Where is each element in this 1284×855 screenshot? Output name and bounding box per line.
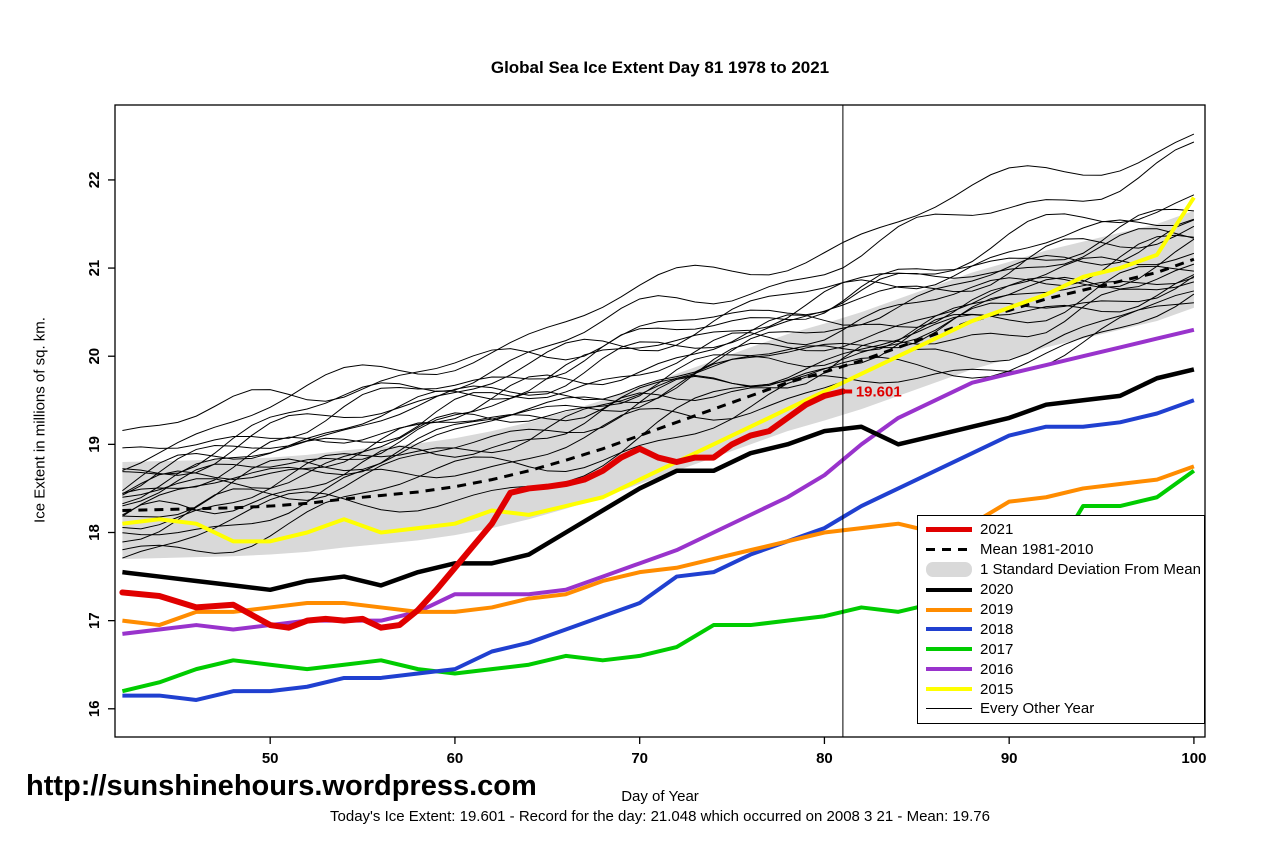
annotation-value: 19.601	[856, 383, 902, 400]
y-tick-label: 20	[86, 348, 103, 365]
y-tick-label: 19	[86, 436, 103, 453]
y-tick-label: 16	[86, 700, 103, 717]
legend-label: 2021	[980, 521, 1014, 539]
legend-swatch-thin	[926, 708, 972, 710]
source-url: http://sunshinehours.wordpress.com	[26, 770, 537, 802]
std-dev-band	[122, 210, 1194, 559]
mean-1981-2010-line	[122, 257, 1195, 512]
every-other-year-line	[122, 141, 1195, 475]
legend-label: 2016	[980, 660, 1014, 678]
legend-item-2020: 2020	[926, 580, 1200, 599]
every-other-year-line	[122, 228, 1195, 432]
every-other-year-line	[122, 274, 1195, 530]
every-other-year-line	[122, 265, 1194, 543]
y-tick-label: 18	[86, 524, 103, 541]
every-other-year-line	[122, 263, 1195, 498]
legend-item-mean-1981-2010: Mean 1981-2010	[926, 540, 1200, 559]
legend-label: Mean 1981-2010	[980, 541, 1094, 559]
legend-swatch-band	[926, 562, 972, 578]
legend-swatch-line	[926, 647, 972, 652]
every-other-year-line	[122, 208, 1194, 449]
y-tick-label: 17	[86, 612, 103, 629]
legend-swatch-line	[926, 627, 972, 632]
legend-swatch-dashed	[926, 548, 972, 552]
every-other-year-line	[122, 290, 1195, 536]
chart-title: Global Sea Ice Extent Day 81 1978 to 202…	[490, 58, 830, 77]
series-2019-line	[122, 464, 1195, 628]
x-axis-label: Day of Year	[621, 788, 699, 805]
y-tick-label: 22	[86, 172, 103, 189]
y-tick-label: 21	[86, 260, 103, 277]
series-2018-line	[122, 398, 1195, 702]
legend-item-2019: 2019	[926, 600, 1200, 619]
x-tick-label: 100	[1181, 750, 1206, 767]
plot-border	[114, 104, 1206, 738]
legend-swatch-thick	[926, 527, 972, 533]
every-other-year-line	[122, 234, 1194, 505]
legend-swatch-line	[926, 587, 972, 592]
legend-box: 2021 Mean 1981-2010 1 Standard Deviation F…	[917, 515, 1205, 724]
x-tick-label: 60	[447, 750, 464, 767]
legend-label: Every Other Year	[980, 700, 1095, 718]
series-2020-line	[122, 367, 1195, 593]
legend-label: 2020	[980, 581, 1014, 599]
legend-item-2016: 2016	[926, 660, 1200, 679]
legend-label: 2017	[980, 640, 1014, 658]
every-other-year-line	[122, 281, 1195, 516]
legend-label: 2019	[980, 601, 1014, 618]
every-other-year-line	[122, 194, 1195, 476]
legend-item-2021: 2021	[926, 520, 1200, 539]
every-other-year-line	[122, 133, 1195, 472]
every-other-year-line	[122, 218, 1195, 492]
legend-item-2018: 2018	[926, 620, 1200, 639]
legend-item-2017: 2017	[926, 640, 1200, 659]
every-other-year-line	[122, 219, 1195, 494]
legend-swatch-line	[926, 607, 972, 612]
legend-item-2015: 2015	[926, 680, 1200, 699]
series-2015-line	[122, 196, 1196, 544]
every-other-year-line	[122, 252, 1195, 507]
x-tick-label: 80	[816, 750, 833, 767]
legend-label: 1 Standard Deviation From Mean	[980, 561, 1201, 579]
x-tick-label: 50	[262, 750, 279, 767]
x-tick-label: 70	[631, 750, 648, 767]
legend-item-1-standard-deviation-from-mean: 1 Standard Deviation From Mean	[926, 560, 1201, 579]
every-other-year-line	[122, 277, 1195, 517]
legend-item-every-other-year: Every Other Year	[926, 699, 1200, 718]
legend-label: 2018	[980, 620, 1014, 638]
legend-swatch-line	[926, 667, 972, 672]
series-2021-line	[119, 388, 846, 631]
legend-label: 2015	[980, 680, 1014, 698]
every-other-year-line	[122, 293, 1195, 559]
footer-summary: Today's Ice Extent: 19.601 - Record for …	[330, 808, 990, 825]
x-tick-label: 90	[1001, 750, 1018, 767]
legend-swatch-line	[926, 687, 972, 692]
